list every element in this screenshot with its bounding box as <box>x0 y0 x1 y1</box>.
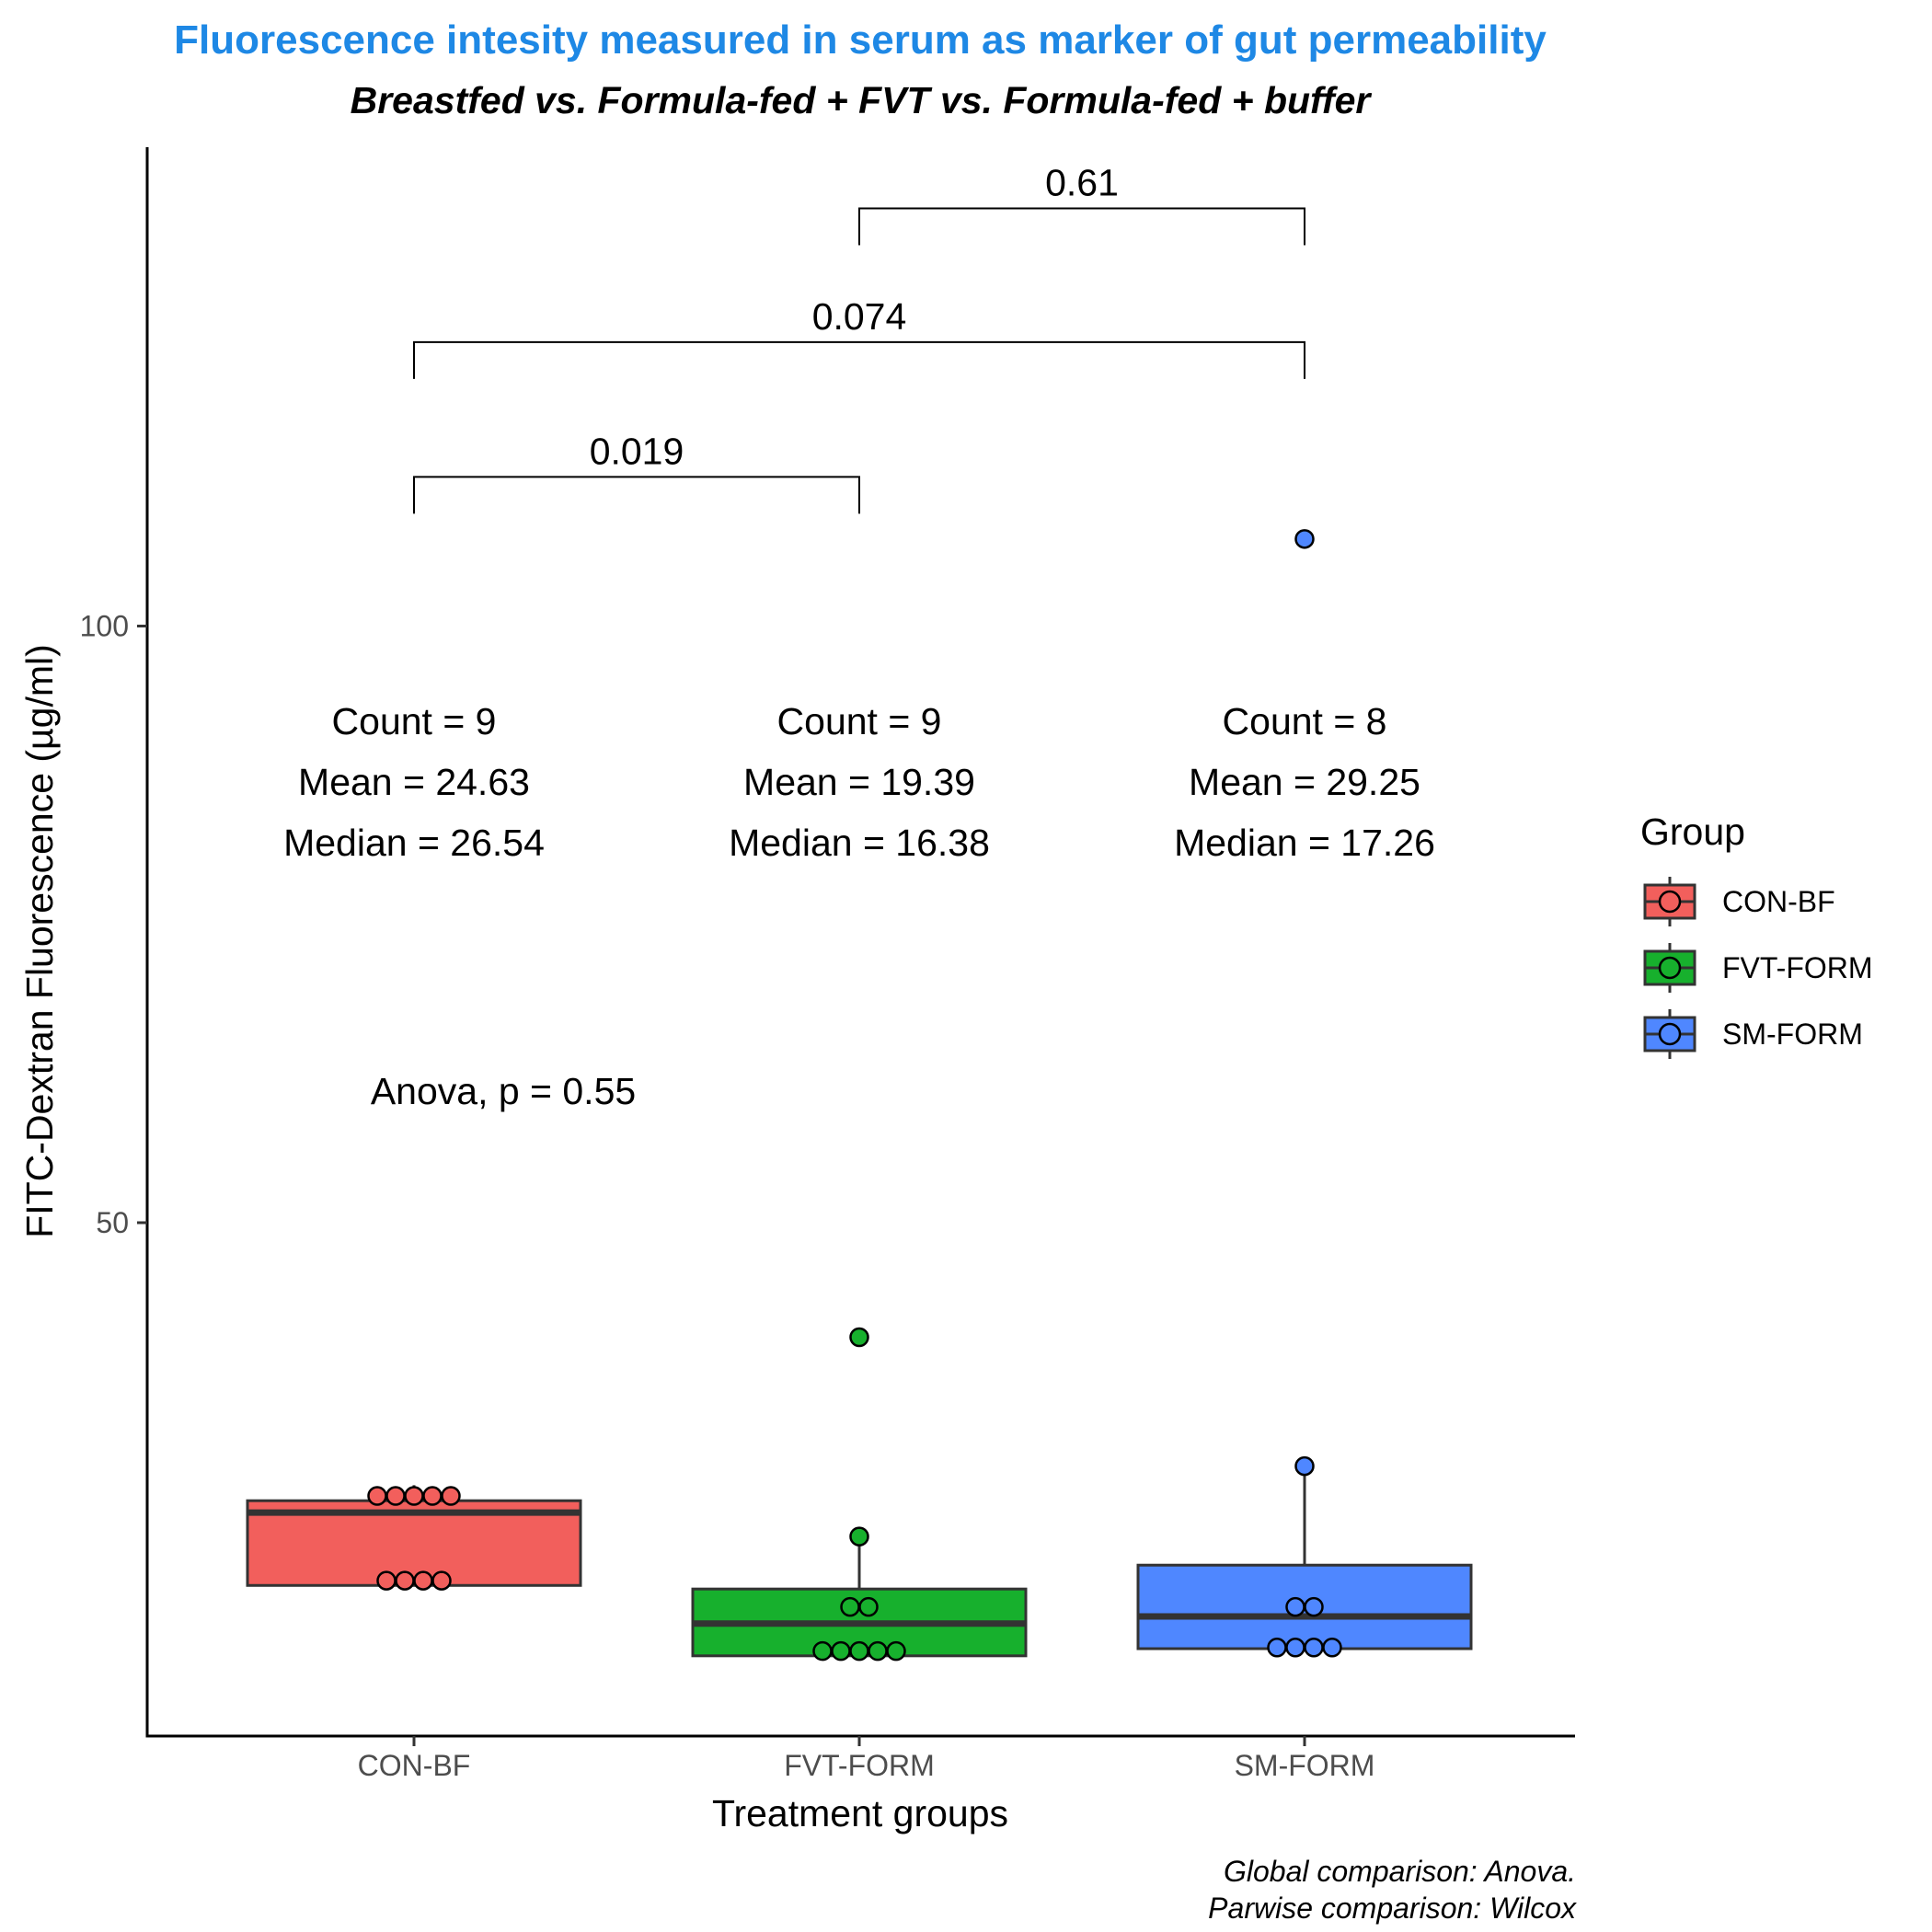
data-point <box>1285 1637 1305 1658</box>
chart-title: Fluorescence intesity measured in serum … <box>174 17 1547 63</box>
comparison-bracket: 0.074 <box>413 295 1305 379</box>
data-point <box>1304 1596 1324 1617</box>
y-axis-title: FITC-Dextran Fluorescence (µg/ml) <box>18 644 61 1238</box>
box-group-sm-form <box>1136 529 1473 1658</box>
legend-key-point <box>1658 890 1682 914</box>
legend-item-con-bf: CON-BF <box>1643 877 1835 926</box>
summary-count: Count = 9 <box>332 700 497 742</box>
data-point <box>1267 1637 1287 1658</box>
bracket-line <box>413 340 1305 379</box>
legend-label: CON-BF <box>1722 885 1835 918</box>
y-tick-label: 100 <box>80 610 129 643</box>
data-point <box>849 1640 869 1662</box>
legend-key-point <box>1658 1022 1682 1046</box>
summary-count: Count = 8 <box>1223 700 1387 742</box>
comparison-bracket: 0.019 <box>413 430 860 514</box>
data-point <box>831 1640 851 1662</box>
legend-item-sm-form: SM-FORM <box>1643 1009 1863 1059</box>
data-point <box>1285 1596 1305 1617</box>
p-value-label: 0.61 <box>1045 162 1119 204</box>
data-point <box>413 1570 433 1591</box>
data-point <box>868 1640 888 1662</box>
comparison-bracket: 0.61 <box>858 162 1305 246</box>
data-point <box>431 1570 452 1591</box>
legend: Group CON-BF FVT-FORM SM-FORM <box>1640 811 1873 1059</box>
caption-line-2: Parwise comparison: Wilcox <box>1208 1892 1577 1925</box>
data-point <box>395 1570 415 1591</box>
summary-mean: Mean = 29.25 <box>1189 761 1420 803</box>
data-point <box>1304 1637 1324 1658</box>
box-group-con-bf <box>246 1485 582 1591</box>
summary-median: Median = 26.54 <box>283 822 545 864</box>
data-point <box>849 1526 869 1547</box>
summary-median: Median = 17.26 <box>1174 822 1435 864</box>
x-axis-title: Treatment groups <box>712 1792 1008 1834</box>
plot-area: Count = 9 Mean = 24.63 Median = 26.54 Count… <box>246 162 1473 1662</box>
summary-mean: Mean = 19.39 <box>743 761 975 803</box>
bracket-line <box>858 207 1305 246</box>
data-point <box>404 1486 424 1506</box>
p-value-label: 0.074 <box>812 295 907 338</box>
legend-key-point <box>1658 956 1682 980</box>
legend-title: Group <box>1640 811 1745 853</box>
legend-label: FVT-FORM <box>1722 951 1873 984</box>
p-value-label: 0.019 <box>590 430 684 472</box>
data-point <box>422 1486 443 1506</box>
data-point <box>1294 1455 1315 1477</box>
data-point <box>849 1327 869 1348</box>
x-tick-label: FVT-FORM <box>784 1749 935 1782</box>
global-test-label: Anova, p = 0.55 <box>371 1070 636 1112</box>
box-group-fvt-form <box>691 1327 1028 1662</box>
chart-subtitle: Breastfed vs. Formula-fed + FVT vs. Form… <box>351 79 1373 121</box>
data-point <box>886 1640 906 1662</box>
y-tick-label: 50 <box>96 1206 129 1239</box>
summary-median: Median = 16.38 <box>729 822 990 864</box>
x-tick-label: SM-FORM <box>1235 1749 1375 1782</box>
legend-item-fvt-form: FVT-FORM <box>1643 943 1873 993</box>
data-point <box>1322 1637 1342 1658</box>
data-point <box>385 1486 406 1506</box>
x-tick-label: CON-BF <box>358 1749 471 1782</box>
data-point <box>858 1596 879 1617</box>
data-point <box>812 1640 833 1662</box>
data-point <box>441 1486 461 1506</box>
caption-line-1: Global comparison: Anova. <box>1224 1855 1576 1888</box>
summary-count: Count = 9 <box>777 700 942 742</box>
summary-mean: Mean = 24.63 <box>298 761 530 803</box>
legend-label: SM-FORM <box>1722 1018 1863 1051</box>
bracket-line <box>413 476 860 514</box>
data-point <box>1294 529 1315 549</box>
data-point <box>376 1570 397 1591</box>
data-point <box>367 1486 387 1506</box>
data-point <box>840 1596 860 1617</box>
